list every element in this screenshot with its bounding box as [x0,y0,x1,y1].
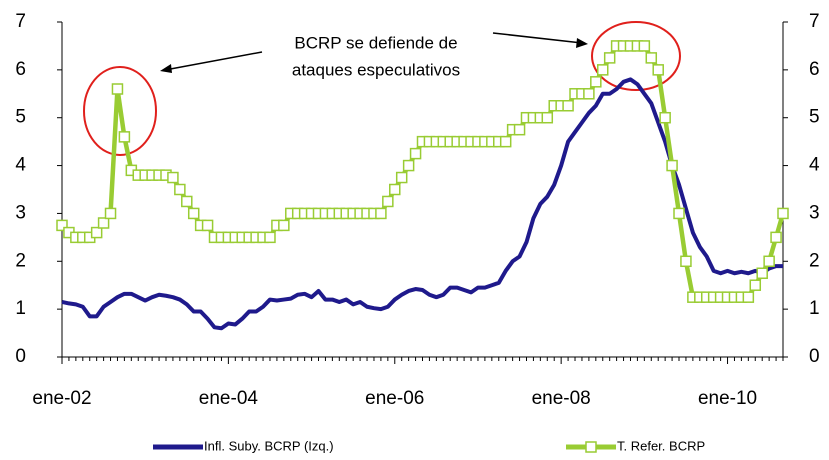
marker [638,40,651,52]
marker [652,64,664,76]
arrow [164,51,263,71]
marker [770,231,782,244]
y-tick-label: 4 [15,155,26,176]
y-tick-label: 5 [15,107,26,128]
marker [56,219,68,232]
marker [97,217,110,229]
marker [111,83,124,95]
marker [181,195,193,208]
marker [402,159,415,172]
legend-marker [585,441,597,453]
y2-tick-label: 7 [809,11,820,32]
legend-label: Infl. Suby. BCRP (Izq.) [204,438,334,453]
y-tick-label: 0 [15,346,26,367]
marker [167,171,179,184]
x-tick-label: ene-02 [32,388,91,409]
marker [187,207,200,220]
highlight-circle [591,21,681,91]
x-tick-label: ene-04 [199,388,259,409]
marker [597,64,609,76]
y-tick-label: 2 [15,250,26,271]
y-tick-label: 3 [15,202,26,223]
annotation: ataques especulativos [292,60,460,79]
marker [562,100,574,112]
marker [666,159,678,172]
y2-tick-label: 6 [809,59,820,80]
marker [118,131,131,143]
series-line [61,77,783,331]
y2-tick-label: 5 [809,107,820,128]
marker [409,147,422,160]
y-tick-label: 6 [15,59,26,80]
marker [603,52,616,64]
marker [777,207,789,220]
marker [264,231,276,244]
y-tick-label: 1 [15,298,26,319]
y2-tick-label: 1 [809,298,820,319]
marker [382,195,394,208]
marker [680,255,692,268]
x-tick-label: ene-10 [698,388,757,409]
marker [673,207,685,220]
marker [104,207,117,220]
marker [499,135,512,148]
marker [201,219,214,232]
y-tick-label: 7 [15,11,26,32]
marker [763,255,775,268]
x-tick-label: ene-08 [532,388,591,409]
annotation: BCRP se defiende de [294,33,457,52]
arrow [492,32,583,44]
x-tick-label: ene-06 [365,388,424,409]
marker [645,52,658,64]
highlight-circle [83,66,157,156]
marker [174,183,186,196]
marker [742,291,755,303]
arrow-head [160,64,172,73]
marker [389,183,401,196]
marker [583,88,595,100]
marker [278,219,290,232]
marker [541,111,554,124]
marker [590,76,602,88]
marker [375,207,387,220]
marker [90,226,103,239]
y2-tick-label: 3 [809,202,820,223]
marker [659,111,671,124]
y2-tick-label: 0 [809,346,820,367]
y2-tick-label: 4 [809,155,820,176]
arrow-head [576,38,588,48]
marker [513,123,526,136]
marker [395,171,408,184]
y2-tick-label: 2 [809,250,820,271]
legend-label: T. Refer. BCRP [617,438,705,453]
marker [756,267,768,279]
marker [749,279,762,291]
